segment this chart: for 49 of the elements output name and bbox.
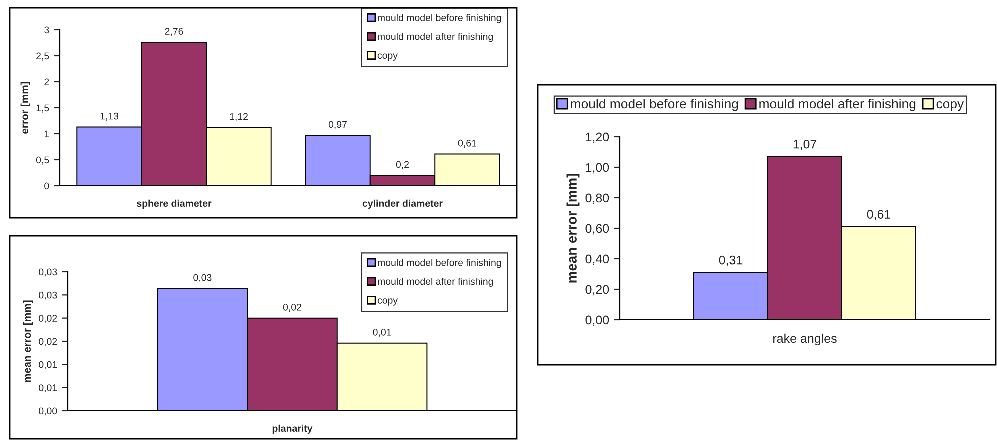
legend-label: mould model after finishing [378, 278, 494, 288]
y-tick-label: 0,02 [39, 315, 58, 324]
legend-label: mould model before finishing [571, 98, 738, 112]
data-label: 0,02 [283, 304, 302, 312]
legend-label: mould model after finishing [760, 98, 916, 112]
x-tick-label: sphere diameter [137, 200, 212, 209]
y-tick-label: 2 [44, 78, 50, 86]
y-axis-title: error [mm] [20, 82, 31, 134]
y-tick-label: 2,5 [36, 52, 50, 61]
y-tick-label: 1,00 [586, 163, 610, 174]
legend-label: copy [378, 54, 398, 61]
y-axis-title: mean error [mm] [566, 174, 580, 283]
y-tick-label: 0,20 [586, 285, 610, 296]
data-label: 0,2 [396, 161, 410, 170]
y-tick-label: 1,20 [586, 132, 610, 144]
y-tick-label: 0,5 [36, 156, 50, 165]
y-tick-label: 0,02 [39, 338, 58, 346]
y-tick-label: 0,00 [39, 408, 58, 416]
y-tick-label: 0,40 [586, 254, 610, 266]
y-tick-label: 1 [44, 130, 50, 138]
y-tick-label: 0,00 [586, 316, 610, 326]
data-label: 1,07 [794, 140, 817, 150]
y-tick-label: 0,01 [39, 361, 58, 370]
legend-label: copy [378, 298, 398, 306]
y-tick-label: 0,03 [39, 268, 58, 277]
legend-label: copy [936, 101, 964, 112]
data-label: 0,61 [458, 140, 476, 148]
y-tick-label: 3 [44, 26, 50, 34]
legend-label: mould model before finishing [378, 259, 502, 268]
data-label: 2,76 [165, 28, 184, 36]
y-tick-label: 0,80 [586, 194, 610, 204]
data-label: 0,03 [194, 274, 212, 282]
data-label: 0,31 [719, 256, 743, 266]
x-tick-label: rake angles [774, 334, 837, 346]
y-tick-label: 0,03 [39, 292, 58, 300]
x-tick-label: planarity [272, 424, 313, 434]
data-label: 0,01 [373, 328, 392, 338]
data-label: 0,61 [867, 210, 891, 220]
y-tick-label: 0,01 [39, 384, 58, 393]
legend-label: mould model after finishing [378, 33, 494, 42]
x-tick-label: cylinder diameter [362, 200, 443, 209]
legend-label: mould model before finishing [378, 14, 502, 24]
y-axis-title: mean error [mm] [23, 300, 34, 382]
y-tick-label: 0 [44, 182, 50, 190]
y-tick-label: 1,5 [36, 104, 50, 113]
data-label: 1,13 [100, 112, 119, 121]
y-tick-label: 0,60 [586, 224, 610, 235]
data-label: 0,97 [328, 121, 347, 130]
data-label: 1,12 [230, 113, 248, 122]
